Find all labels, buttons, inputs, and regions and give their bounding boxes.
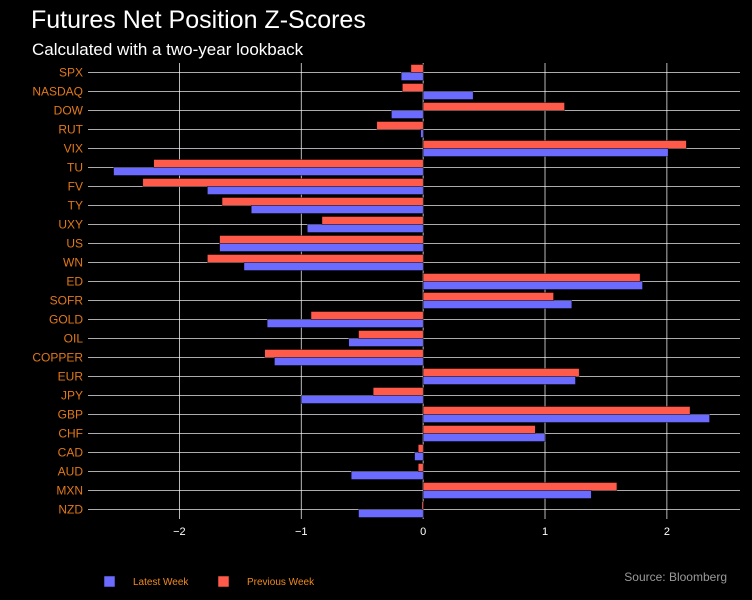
bar-previous-week — [372, 387, 424, 396]
category-label: CAD — [58, 446, 84, 460]
category-label: WN — [63, 256, 83, 270]
bar-latest-week — [422, 433, 546, 442]
x-tick-label: 1 — [542, 526, 548, 538]
bar-latest-week — [420, 129, 424, 138]
category-label: TU — [67, 161, 83, 175]
category-label: NZD — [58, 503, 83, 517]
bar-latest-week — [422, 281, 643, 290]
x-tick-label: 2 — [664, 526, 670, 538]
bar-previous-week — [264, 349, 424, 358]
bar-latest-week — [243, 262, 424, 271]
bar-latest-week — [391, 110, 424, 119]
bar-latest-week — [348, 338, 424, 347]
category-label: SOFR — [50, 294, 84, 308]
category-label: COPPER — [32, 351, 83, 365]
bar-previous-week — [410, 64, 424, 73]
legend-label-latest: Latest Week — [133, 577, 189, 588]
bar-previous-week — [421, 501, 424, 510]
bar-latest-week — [113, 167, 424, 176]
bar-previous-week — [422, 406, 691, 415]
category-label: UXY — [58, 218, 83, 232]
bar-previous-week — [321, 216, 424, 225]
bar-latest-week — [307, 224, 424, 233]
bar-latest-week — [422, 414, 710, 423]
bar-latest-week — [207, 186, 424, 195]
category-label: SPX — [59, 66, 83, 80]
bar-previous-week — [402, 83, 424, 92]
chart-title: Futures Net Position Z-Scores — [31, 6, 366, 34]
x-tick-label: −1 — [295, 526, 308, 538]
bar-latest-week — [251, 205, 424, 214]
category-label: ED — [66, 275, 83, 289]
bar-previous-week — [358, 330, 424, 339]
category-label: NASDAQ — [32, 85, 83, 99]
x-tick-label: 0 — [420, 526, 426, 538]
chart-subtitle: Calculated with a two-year lookback — [32, 40, 304, 59]
bar-previous-week — [422, 425, 536, 434]
bar-latest-week — [266, 319, 424, 328]
category-label: VIX — [64, 142, 83, 156]
legend: Latest Week Previous Week — [103, 575, 315, 588]
bar-previous-week — [422, 273, 641, 282]
bar-previous-week — [310, 311, 424, 320]
category-label: FV — [68, 180, 83, 194]
legend-swatch-previous — [217, 575, 230, 588]
category-label: JPY — [61, 389, 83, 403]
category-label: EUR — [58, 370, 84, 384]
bars — [113, 64, 710, 518]
x-tick-label: −2 — [173, 526, 186, 538]
bar-previous-week — [376, 121, 424, 130]
bar-previous-week — [418, 463, 424, 472]
category-label: MXN — [56, 484, 83, 498]
bar-previous-week — [207, 254, 424, 263]
bar-latest-week — [401, 72, 424, 81]
category-label: GOLD — [49, 313, 83, 327]
category-label: RUT — [58, 123, 83, 137]
bar-previous-week — [422, 368, 580, 377]
category-label: CHF — [58, 427, 83, 441]
legend-label-previous: Previous Week — [247, 577, 315, 588]
grid-lines — [88, 63, 740, 519]
bar-previous-week — [153, 159, 424, 168]
bar-previous-week — [221, 197, 424, 206]
category-label: AUD — [58, 465, 84, 479]
legend-swatch-latest — [103, 575, 116, 588]
category-label: OIL — [64, 332, 84, 346]
bar-previous-week — [422, 482, 618, 491]
bar-latest-week — [414, 452, 424, 461]
bar-latest-week — [301, 395, 424, 404]
bar-latest-week — [422, 91, 474, 100]
source-note: Source: Bloomberg — [624, 570, 727, 584]
category-labels: SPX NASDAQ DOW RUT VIX TU FV TY UXY US WN ED SOFR GOL… — [32, 66, 83, 517]
bar-previous-week — [418, 444, 424, 453]
bar-latest-week — [358, 509, 424, 518]
bar-previous-week — [422, 140, 687, 149]
bar-previous-week — [422, 102, 565, 111]
category-label: DOW — [54, 104, 84, 118]
bar-latest-week — [422, 376, 576, 385]
category-label: GBP — [58, 408, 83, 422]
bar-latest-week — [422, 490, 592, 499]
bar-latest-week — [422, 300, 573, 309]
bar-previous-week — [422, 292, 554, 301]
category-label: US — [66, 237, 83, 251]
bar-latest-week — [274, 357, 424, 366]
bar-latest-week — [351, 471, 424, 480]
bar-latest-week — [422, 148, 669, 157]
x-tick-labels: −2 −1 0 1 2 — [173, 526, 670, 538]
category-label: TY — [68, 199, 83, 213]
bar-previous-week — [142, 178, 424, 187]
bar-latest-week — [219, 243, 424, 252]
bar-previous-week — [219, 235, 424, 244]
